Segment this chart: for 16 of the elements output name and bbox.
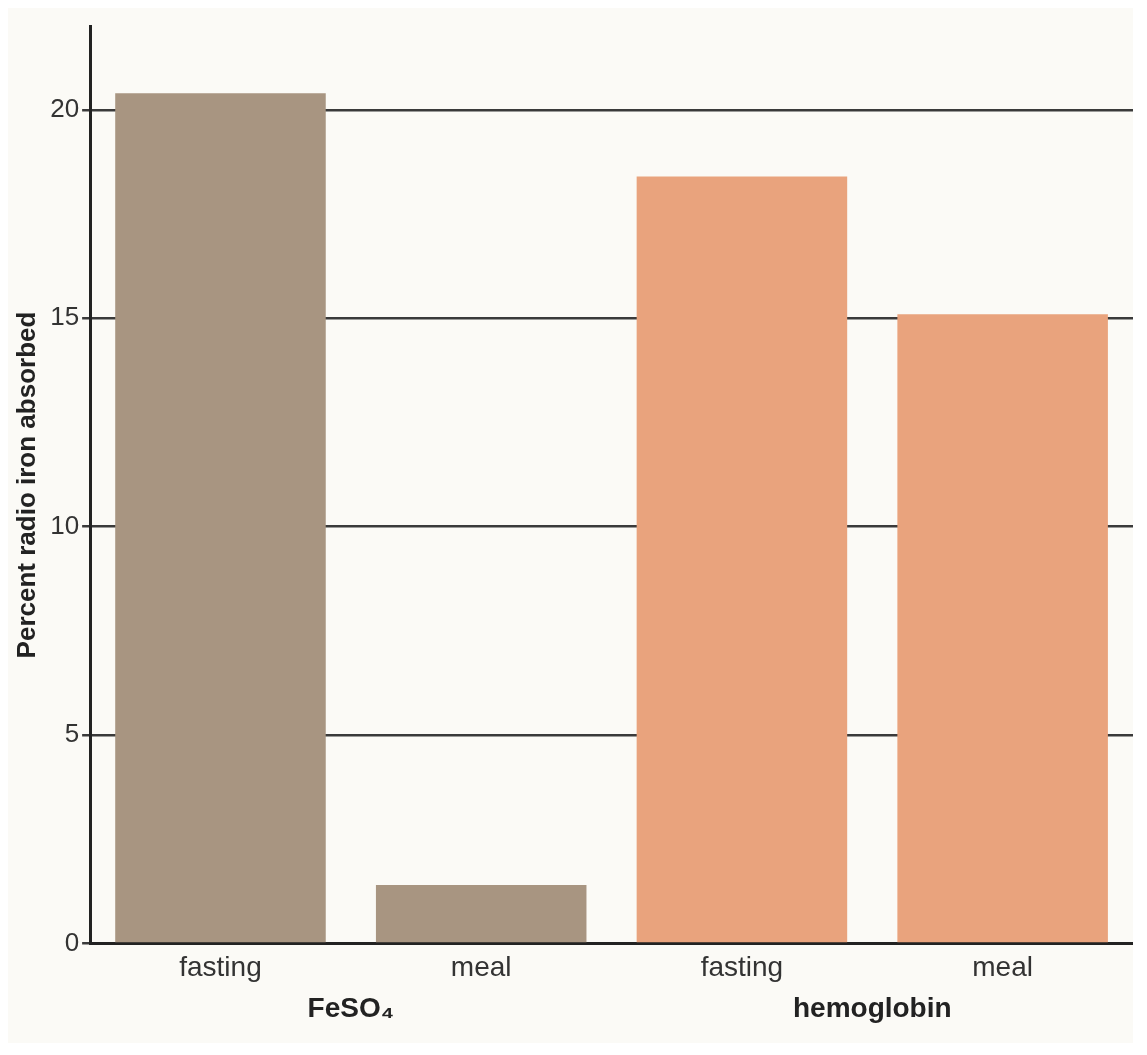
y-tick-label: 20	[50, 93, 80, 124]
x-tick-label: fasting	[700, 950, 784, 982]
bar	[375, 885, 587, 943]
y-axis-title: Percent radio iron absorbed	[10, 311, 41, 659]
x-tick-label: meal	[972, 950, 1033, 982]
text: hemoglobin	[792, 992, 952, 1024]
y-tick-label: 15	[50, 301, 80, 332]
y-tick-label: 0	[64, 926, 80, 957]
x-tick-label: meal	[450, 950, 512, 982]
text: FeSO₄	[307, 992, 395, 1024]
bar	[636, 176, 848, 943]
bar	[115, 93, 326, 943]
y-tick-label: 5	[64, 718, 80, 749]
x-tick-label: fasting	[179, 950, 262, 982]
bar	[897, 314, 1108, 943]
y-tick-label: 10	[50, 509, 80, 540]
